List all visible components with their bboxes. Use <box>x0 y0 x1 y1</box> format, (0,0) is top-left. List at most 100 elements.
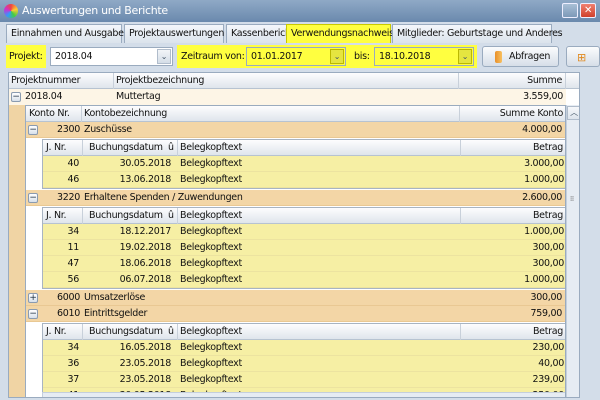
buchung-row[interactable]: 36 23.05.2018 Belegkopftext 40,00 <box>43 356 565 372</box>
chevron-down-icon[interactable]: ⌄ <box>330 49 344 64</box>
col-betrag[interactable]: Betrag <box>461 324 565 340</box>
buchung-row[interactable]: 11 19.02.2018 Belegkopftext 300,00 <box>43 240 565 256</box>
j-nr: 40 <box>67 158 80 169</box>
konto-row[interactable]: − 6010 Eintrittsgelder 759,00 <box>26 306 565 322</box>
window-title: Auswertungen und Berichte <box>22 4 168 17</box>
chevron-down-icon[interactable]: ⌄ <box>157 49 171 64</box>
j-nr: 34 <box>67 226 80 237</box>
expand-icon[interactable]: + <box>28 293 38 303</box>
zeitraum-label: Zeitraum von: <box>181 51 245 62</box>
col-buchungsdatum[interactable]: Buchungsdatum û <box>83 208 178 224</box>
scroll-up-icon[interactable]: ︿ <box>567 106 579 120</box>
buchungsdatum: 23.05.2018 <box>119 358 172 369</box>
betrag: 1.000,00 <box>524 174 564 185</box>
tab-kassenbericht[interactable]: Kassenbericht <box>226 24 295 43</box>
buchung-row[interactable]: 46 13.06.2018 Belegkopftext 1.000,00 <box>43 172 565 188</box>
von-date-field[interactable]: 01.01.2017 ⌄ <box>246 47 346 66</box>
von-value: 01.01.2017 <box>251 51 303 62</box>
tab-label: Mitglieder: Geburtstage und Anderes <box>397 28 563 39</box>
belegkopftext: Belegkopftext <box>180 342 242 353</box>
bis-date-field[interactable]: 18.10.2018 ⌄ <box>374 47 474 66</box>
col-konto-nr[interactable]: Konto Nr. <box>26 106 82 122</box>
buchungsdatum: 18.06.2018 <box>119 258 172 269</box>
col-betrag[interactable]: Betrag <box>461 140 565 156</box>
konto-row[interactable]: − 3220 Erhaltene Spenden / Zuwendungen 2… <box>26 190 565 206</box>
tab-label: Kassenbericht <box>231 28 295 39</box>
tab-einnahmen-ausgaben[interactable]: Einnahmen und Ausgaben <box>6 24 130 43</box>
grip-icon: ⁞⁞ <box>570 195 574 203</box>
belegkopftext: Belegkopftext <box>180 174 242 185</box>
j-nr: 46 <box>67 174 80 185</box>
sort-ascending-icon: û <box>168 210 174 221</box>
tree-view-button[interactable]: ⊞ <box>566 46 600 67</box>
col-betrag[interactable]: Betrag <box>461 208 565 224</box>
project-row[interactable]: − 2018.04 Muttertag 3.559,00 <box>9 89 566 105</box>
col-buchungsdatum-label: Buchungsdatum <box>89 142 163 153</box>
belegkopftext: Belegkopftext <box>180 158 242 169</box>
betrag: 1.000,00 <box>524 226 564 237</box>
col-belegkopftext[interactable]: Belegkopftext <box>178 208 461 224</box>
konto-row[interactable]: + 6000 Umsatzerlöse 300,00 <box>26 290 565 306</box>
sort-ascending-icon: û <box>168 142 174 153</box>
buchung-row[interactable]: 47 18.06.2018 Belegkopftext 300,00 <box>43 256 565 272</box>
col-belegkopftext[interactable]: Belegkopftext <box>178 140 461 156</box>
konto-name: Umsatzerlöse <box>84 292 146 303</box>
tab-verwendungsnachweis[interactable]: Verwendungsnachweis <box>286 24 394 43</box>
title-bar: Auswertungen und Berichte ✕ <box>0 0 600 22</box>
app-icon <box>4 4 18 18</box>
collapse-icon[interactable]: − <box>28 193 38 203</box>
buchungsdatum: 19.02.2018 <box>119 242 172 253</box>
vertical-scrollbar[interactable]: ︿ ⁞⁞ <box>566 105 579 397</box>
buchung-row[interactable]: 56 06.07.2018 Belegkopftext 1.000,00 <box>43 272 565 288</box>
j-nr: 37 <box>67 374 80 385</box>
belegkopftext: Belegkopftext <box>180 274 242 285</box>
col-buchungsdatum[interactable]: Buchungsdatum û <box>83 324 178 340</box>
betrag: 230,00 <box>532 342 565 353</box>
col-buchungsdatum-label: Buchungsdatum <box>89 210 163 221</box>
belegkopftext: Belegkopftext <box>180 374 242 385</box>
abfragen-button[interactable]: Abfragen <box>482 46 559 67</box>
projekt-value: 2018.04 <box>55 51 93 62</box>
minimize-button[interactable] <box>562 3 578 18</box>
col-j-nr[interactable]: J. Nr. <box>43 140 83 156</box>
bis-label: bis: <box>354 51 370 62</box>
abfragen-label: Abfragen <box>509 51 551 62</box>
konto-nr: 2300 <box>57 124 80 135</box>
col-kontobezeichnung[interactable]: Kontobezeichnung <box>82 106 460 122</box>
collapse-icon[interactable]: − <box>28 309 38 319</box>
buchungen-header: J. Nr. Buchungsdatum û Belegkopftext Betr… <box>43 140 565 156</box>
betrag: 40,00 <box>538 358 564 369</box>
tab-mitglieder[interactable]: Mitglieder: Geburtstage und Anderes <box>392 24 563 43</box>
j-nr: 34 <box>67 342 80 353</box>
buchungen-header: J. Nr. Buchungsdatum û Belegkopftext Betr… <box>43 208 565 224</box>
tab-projektauswertungen[interactable]: Projektauswertungen <box>124 24 224 43</box>
collapse-icon[interactable]: − <box>28 125 38 135</box>
horizontal-scrollbar[interactable] <box>42 392 565 397</box>
close-button[interactable]: ✕ <box>580 3 596 18</box>
buchungsdatum: 23.05.2018 <box>119 374 172 385</box>
konto-row[interactable]: − 2300 Zuschüsse 4.000,00 <box>26 122 565 138</box>
buchung-row[interactable]: 34 18.12.2017 Belegkopftext 1.000,00 <box>43 224 565 240</box>
buchungen-grid: J. Nr. Buchungsdatum û Belegkopftext Betr… <box>42 323 565 397</box>
projekt-highlight <box>6 45 46 68</box>
buchung-row[interactable]: 34 16.05.2018 Belegkopftext 230,00 <box>43 340 565 356</box>
tab-label: Projektauswertungen <box>129 28 225 39</box>
col-summe[interactable]: Summe <box>459 73 566 89</box>
buchung-row[interactable]: 40 30.05.2018 Belegkopftext 3.000,00 <box>43 156 565 172</box>
col-projektbezeichnung[interactable]: Projektbezeichnung <box>114 73 459 89</box>
col-projektnummer[interactable]: Projektnummer <box>9 73 114 89</box>
tree-icon: ⊞ <box>577 51 586 64</box>
col-j-nr[interactable]: J. Nr. <box>43 324 83 340</box>
buchung-row[interactable]: 37 23.05.2018 Belegkopftext 239,00 <box>43 372 565 388</box>
betrag: 3.000,00 <box>524 158 564 169</box>
project-grid-header: Projektnummer Projektbezeichnung Summe <box>9 73 579 89</box>
projekt-label: Projekt: <box>9 51 43 62</box>
col-buchungsdatum[interactable]: Buchungsdatum û <box>83 140 178 156</box>
chevron-down-icon[interactable]: ⌄ <box>458 49 472 64</box>
projekt-select[interactable]: 2018.04 ⌄ <box>50 47 173 66</box>
col-belegkopftext[interactable]: Belegkopftext <box>178 324 461 340</box>
col-summe-konto[interactable]: Summe Konto <box>460 106 565 122</box>
collapse-icon[interactable]: − <box>11 92 21 102</box>
database-icon <box>495 51 502 63</box>
col-j-nr[interactable]: J. Nr. <box>43 208 83 224</box>
